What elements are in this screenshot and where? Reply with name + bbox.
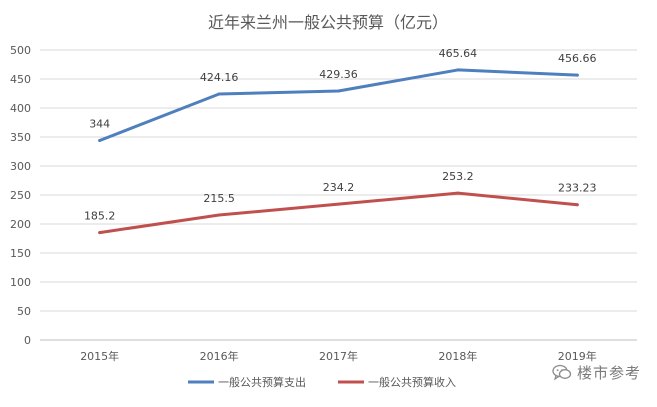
- chart-title: 近年来兰州一般公共预算（亿元）: [208, 13, 448, 32]
- wechat-icon: [552, 364, 572, 381]
- x-tick-label: 2019年: [558, 349, 597, 363]
- y-tick-label: 250: [10, 189, 31, 202]
- y-tick-label: 150: [10, 247, 31, 260]
- legend-label: 一般公共预算支出: [218, 375, 306, 389]
- data-label: 253.2: [442, 170, 474, 183]
- watermark: 楼市参考: [552, 362, 641, 383]
- x-axis-ticks: 2015年 2016年 2017年 2018年 2019年: [80, 349, 597, 363]
- x-tick-label: 2018年: [438, 349, 477, 363]
- data-point: [456, 191, 460, 195]
- legend-label: 一般公共预算收入: [368, 375, 456, 389]
- data-point: [456, 68, 460, 72]
- y-axis-ticks: 0 50 100 150 200 250 300 350 400 450 500: [10, 44, 31, 347]
- data-label: 429.36: [319, 68, 358, 81]
- y-tick-label: 50: [17, 305, 31, 318]
- data-point: [337, 202, 340, 206]
- data-point: [98, 231, 102, 235]
- data-labels: 344 424.16 429.36 465.64 456.66 185.2 215.5 234…: [84, 47, 597, 223]
- data-point: [217, 92, 221, 96]
- data-point: [98, 138, 102, 142]
- data-label: 215.5: [203, 192, 235, 205]
- y-tick-label: 400: [10, 102, 31, 115]
- data-point: [575, 203, 579, 207]
- data-label: 456.66: [558, 52, 597, 65]
- legend: 一般公共预算支出 一般公共预算收入: [188, 375, 456, 389]
- data-point: [337, 89, 340, 93]
- x-tick-label: 2015年: [80, 349, 119, 363]
- grid-lines: [40, 49, 637, 341]
- watermark-text: 楼市参考: [576, 364, 641, 382]
- y-tick-label: 300: [10, 160, 31, 173]
- y-tick-label: 200: [10, 218, 31, 231]
- x-tick-label: 2017年: [319, 349, 358, 363]
- y-tick-label: 450: [10, 73, 31, 86]
- data-point: [217, 213, 221, 217]
- x-tick-label: 2016年: [200, 349, 239, 363]
- data-label: 465.64: [439, 47, 478, 60]
- data-label: 234.2: [323, 181, 355, 194]
- series-line-2: [98, 191, 579, 235]
- y-tick-label: 100: [10, 276, 31, 289]
- y-tick-label: 350: [10, 131, 31, 144]
- data-label: 185.2: [84, 210, 116, 223]
- y-tick-label: 500: [10, 44, 31, 57]
- data-point: [575, 73, 579, 77]
- data-label: 233.23: [558, 182, 597, 195]
- data-label: 424.16: [200, 71, 239, 84]
- data-label: 344: [89, 117, 110, 130]
- y-tick-label: 0: [24, 334, 31, 347]
- series-lines: [98, 68, 579, 235]
